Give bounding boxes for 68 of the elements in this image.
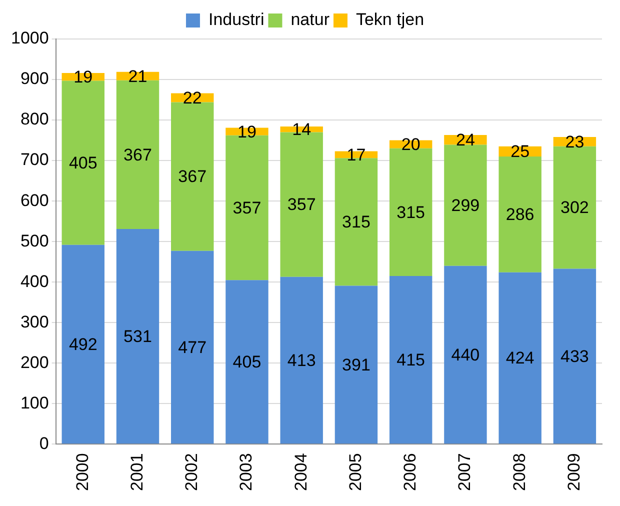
data-label: 433 <box>560 346 589 366</box>
data-label: 315 <box>396 202 426 222</box>
data-label: 357 <box>287 195 316 214</box>
bar <box>553 146 596 269</box>
x-tick-label: 2009 <box>564 453 584 492</box>
legend-label: natur <box>290 10 330 30</box>
y-tick-label: 200 <box>20 352 49 372</box>
data-label: 22 <box>182 88 202 108</box>
data-label: 20 <box>401 135 420 154</box>
x-tick-label: 2000 <box>72 453 92 492</box>
bar <box>116 80 160 230</box>
bar <box>498 156 542 272</box>
data-label: 25 <box>510 142 530 162</box>
data-label: 23 <box>565 132 584 152</box>
data-label: 17 <box>346 145 366 164</box>
data-label: 391 <box>342 355 370 374</box>
x-tick-label: 2003 <box>236 453 256 492</box>
data-label: 357 <box>232 198 262 218</box>
y-tick-label: 800 <box>20 110 49 129</box>
data-label: 19 <box>74 68 93 87</box>
data-label: 302 <box>560 198 589 218</box>
data-label: 286 <box>506 205 534 224</box>
data-label: 405 <box>232 352 262 372</box>
bar <box>280 276 323 444</box>
y-tick-label: 900 <box>20 69 49 88</box>
data-label: 415 <box>396 350 426 370</box>
data-label: 24 <box>456 130 475 150</box>
x-tick-label: 2001 <box>127 453 146 492</box>
bar <box>444 266 487 444</box>
x-tick-label: 2004 <box>291 453 310 492</box>
data-label: 21 <box>128 66 148 86</box>
data-label: 424 <box>506 348 534 368</box>
data-label: 405 <box>68 153 98 172</box>
data-label: 299 <box>451 196 480 216</box>
x-tick-label: 2002 <box>182 453 202 492</box>
legend-label: Tekn tjen <box>356 10 424 30</box>
bar <box>334 286 378 444</box>
bar <box>553 268 596 444</box>
y-tick-label: 0 <box>39 434 49 453</box>
y-tick-label: 100 <box>20 393 49 412</box>
data-label: 19 <box>238 122 256 142</box>
data-label: 440 <box>451 345 480 364</box>
y-tick-label: 400 <box>20 272 49 291</box>
data-label: 492 <box>68 334 98 354</box>
data-label: 367 <box>124 145 152 164</box>
legend-label: Industri <box>208 10 264 30</box>
x-tick-label: 2007 <box>455 453 474 492</box>
bar <box>62 244 104 444</box>
y-tick-label: 1000 <box>10 28 49 48</box>
y-tick-label: 700 <box>20 150 49 170</box>
bar <box>444 144 487 266</box>
data-label: 413 <box>287 350 316 370</box>
x-tick-label: 2006 <box>400 453 420 492</box>
bar <box>226 280 268 444</box>
x-tick-label: 2008 <box>510 453 529 492</box>
bar <box>171 250 214 444</box>
data-label: 477 <box>178 338 207 357</box>
bar <box>116 229 160 444</box>
data-label: 531 <box>124 327 152 346</box>
bar <box>171 102 214 251</box>
y-tick-label: 500 <box>20 231 49 250</box>
y-tick-label: 300 <box>20 312 49 332</box>
y-tick-label: 600 <box>20 190 49 210</box>
bar <box>389 276 432 444</box>
bar <box>498 272 542 444</box>
x-tick-label: 2005 <box>346 453 365 492</box>
data-label: 315 <box>342 212 370 232</box>
data-label: 367 <box>178 167 207 186</box>
